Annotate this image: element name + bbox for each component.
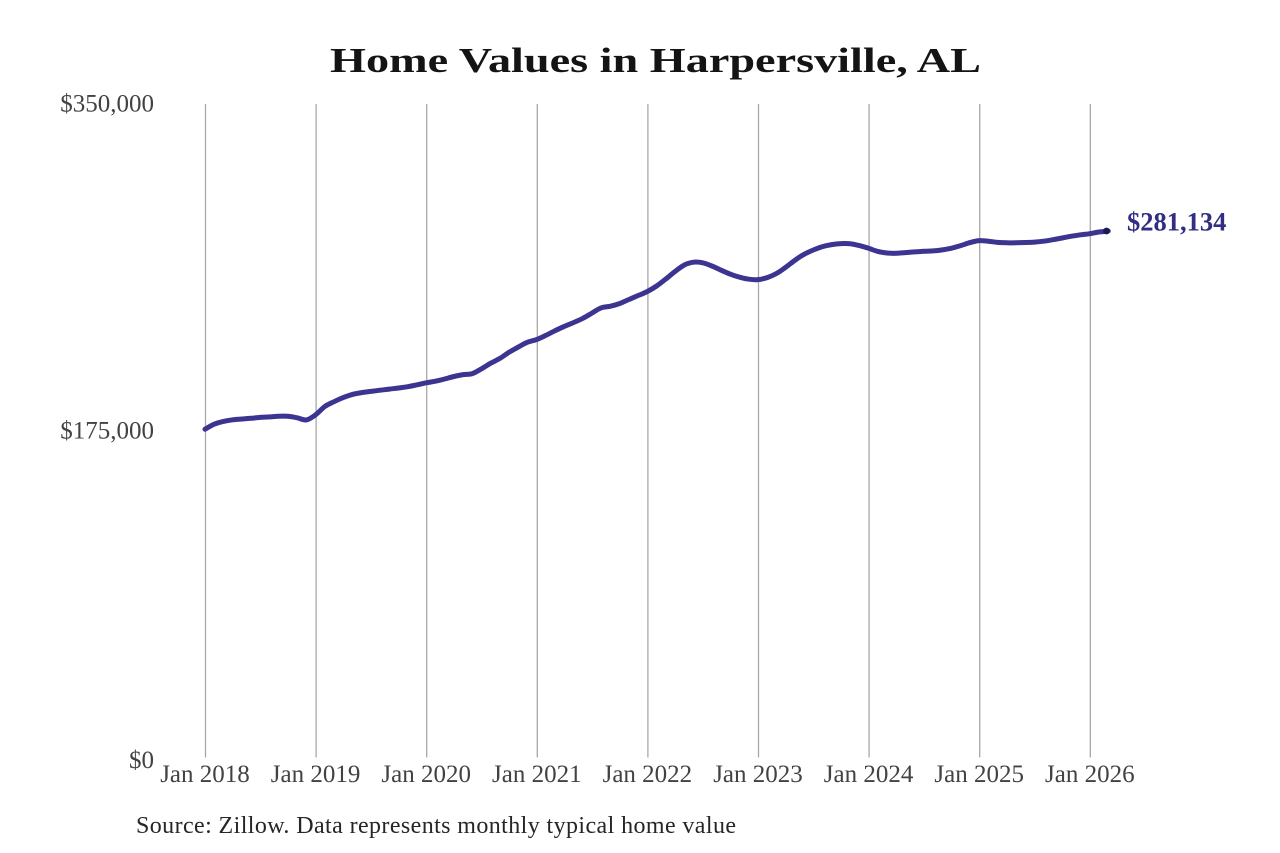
svg-text:Jan 2023: Jan 2023 bbox=[713, 761, 803, 788]
svg-text:Jan 2021: Jan 2021 bbox=[492, 761, 582, 788]
svg-text:Jan 2024: Jan 2024 bbox=[824, 761, 914, 788]
svg-text:Jan 2026: Jan 2026 bbox=[1045, 761, 1135, 788]
svg-text:$350,000: $350,000 bbox=[60, 90, 154, 117]
svg-text:$281,134: $281,134 bbox=[1127, 207, 1226, 237]
svg-text:$0: $0 bbox=[129, 747, 154, 774]
svg-text:Source: Zillow. Data represent: Source: Zillow. Data represents monthly … bbox=[136, 813, 736, 839]
svg-text:Jan 2025: Jan 2025 bbox=[934, 761, 1024, 788]
svg-text:Jan 2020: Jan 2020 bbox=[381, 761, 471, 788]
svg-text:Home Values in Harpersville, A: Home Values in Harpersville, AL bbox=[330, 41, 981, 80]
svg-text:Jan 2022: Jan 2022 bbox=[603, 761, 693, 788]
svg-text:Jan 2018: Jan 2018 bbox=[160, 761, 250, 788]
svg-text:Jan 2019: Jan 2019 bbox=[271, 761, 361, 788]
svg-text:$175,000: $175,000 bbox=[60, 417, 154, 444]
